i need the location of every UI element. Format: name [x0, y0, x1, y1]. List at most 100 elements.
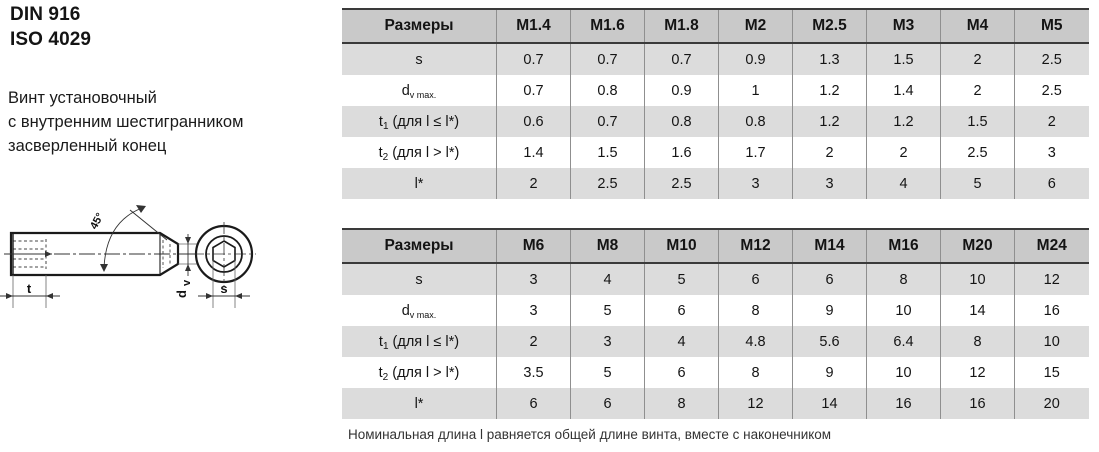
table-row: t2 (для l > l*) 1.4 1.5 1.6 1.7 2 2 2.5 … — [342, 137, 1089, 168]
dim-dv-sub-label: v — [181, 279, 193, 286]
column-header-m12: M12 — [718, 228, 793, 264]
column-header-m2.5: M2.5 — [792, 8, 867, 44]
table-large-sizes-wrapper: Размеры M6 M8 M10 M12 M14 M16 M20 M24 s … — [342, 228, 1089, 419]
drawing-svg: 45° t d v — [0, 205, 256, 308]
row-label-dv-max: dv max. — [342, 75, 497, 106]
cell: 1.6 — [644, 137, 719, 168]
table-row: l* 2 2.5 2.5 3 3 4 5 6 — [342, 168, 1089, 199]
row-label-condition: (для l > l*) — [388, 364, 460, 381]
cell: 2.5 — [940, 137, 1015, 168]
cell: 0.9 — [644, 75, 719, 106]
table-row: t1 (для l ≤ l*) 2 3 4 4.8 5.6 6.4 8 10 — [342, 326, 1089, 357]
product-description-line-2: с внутренним шестигранником — [8, 113, 244, 131]
dim-dv-arrow-top — [185, 237, 191, 244]
cell: 0.8 — [644, 106, 719, 137]
cell: 6 — [644, 295, 719, 326]
cell: 6 — [718, 263, 793, 295]
table-small-sizes-wrapper: Размеры M1.4 M1.6 M1.8 M2 M2.5 M3 M4 M5 … — [342, 8, 1089, 199]
table-row: dv max. 3 5 6 8 9 10 14 16 — [342, 295, 1089, 326]
cell: 6.4 — [866, 326, 941, 357]
dim-s-arrow-right — [235, 293, 242, 299]
cell: 14 — [792, 388, 867, 419]
screw-end-view — [192, 222, 256, 286]
column-header-dimensions: Размеры — [342, 8, 497, 44]
screw-side-view — [4, 231, 200, 277]
row-label-t2: t2 (для l > l*) — [342, 137, 497, 168]
cell: 0.7 — [570, 106, 645, 137]
cell: 6 — [792, 263, 867, 295]
cell: 3 — [496, 295, 571, 326]
table-header-row: Размеры M1.4 M1.6 M1.8 M2 M2.5 M3 M4 M5 — [342, 8, 1089, 44]
column-header-m1.6: M1.6 — [570, 8, 645, 44]
cell: 8 — [940, 326, 1015, 357]
cell: 0.9 — [718, 43, 793, 75]
cell: 8 — [718, 295, 793, 326]
row-label-t2: t2 (для l > l*) — [342, 357, 497, 388]
dim-dv-arrow-bottom — [185, 264, 191, 271]
row-label-t1: t1 (для l ≤ l*) — [342, 326, 497, 357]
cell: 6 — [1014, 168, 1089, 199]
angle-45-label: 45° — [88, 211, 106, 231]
row-label-l-star: l* — [342, 168, 497, 199]
row-label-condition: (для l > l*) — [388, 144, 460, 161]
standard-din-title: DIN 916 — [10, 4, 81, 25]
cell: 1.2 — [792, 106, 867, 137]
cell: 4 — [644, 326, 719, 357]
row-label-t1: t1 (для l ≤ l*) — [342, 106, 497, 137]
row-label-condition: (для l ≤ l*) — [388, 333, 460, 350]
table-row: l* 6 6 8 12 14 16 16 20 — [342, 388, 1089, 419]
row-label-text: t — [378, 333, 383, 350]
cell: 0.8 — [570, 75, 645, 106]
dim-s-label: s — [220, 281, 227, 296]
cell: 10 — [1014, 326, 1089, 357]
column-header-dimensions: Размеры — [342, 228, 497, 264]
cell: 4 — [866, 168, 941, 199]
dim-t-arrow-right — [46, 293, 53, 299]
column-header-m3: M3 — [866, 8, 941, 44]
angle-leader-line — [129, 209, 168, 241]
cell: 3 — [496, 263, 571, 295]
cell: 12 — [718, 388, 793, 419]
table-row: s 3 4 5 6 6 8 10 12 — [342, 263, 1089, 295]
cell: 2 — [940, 43, 1015, 75]
cell: 1.3 — [792, 43, 867, 75]
cell: 2 — [866, 137, 941, 168]
set-screw-technical-drawing: 45° t d v — [0, 196, 340, 326]
cell: 12 — [940, 357, 1015, 388]
cell: 2.5 — [570, 168, 645, 199]
column-header-m10: M10 — [644, 228, 719, 264]
table-row: t1 (для l ≤ l*) 0.6 0.7 0.8 0.8 1.2 1.2 … — [342, 106, 1089, 137]
cell: 6 — [496, 388, 571, 419]
table-row: s 0.7 0.7 0.7 0.9 1.3 1.5 2 2.5 — [342, 43, 1089, 75]
column-header-m24: M24 — [1014, 228, 1089, 264]
cell: 1 — [718, 75, 793, 106]
cell: 2.5 — [644, 168, 719, 199]
column-header-m16: M16 — [866, 228, 941, 264]
cell: 2 — [1014, 106, 1089, 137]
row-label-s: s — [342, 43, 497, 75]
table-header-row: Размеры M6 M8 M10 M12 M14 M16 M20 M24 — [342, 228, 1089, 264]
cell: 3 — [718, 168, 793, 199]
standard-iso-title: ISO 4029 — [10, 29, 92, 50]
row-label-subscript: v max. — [409, 309, 437, 320]
cell: 1.5 — [940, 106, 1015, 137]
hex-socket-hidden-lines — [13, 239, 47, 269]
angle-arc — [103, 207, 143, 269]
cell: 2 — [496, 326, 571, 357]
cell: 4 — [570, 263, 645, 295]
column-header-m1.4: M1.4 — [496, 8, 571, 44]
angle-arc-arrow-lower — [100, 264, 108, 272]
table-row: dv max. 0.7 0.8 0.9 1 1.2 1.4 2 2.5 — [342, 75, 1089, 106]
cell: 2.5 — [1014, 43, 1089, 75]
cell: 9 — [792, 357, 867, 388]
dim-dv-label: d — [174, 290, 189, 298]
row-label-text: d — [401, 82, 410, 99]
product-description-line-1: Винт установочный — [8, 89, 157, 107]
cell: 16 — [1014, 295, 1089, 326]
cell: 1.5 — [570, 137, 645, 168]
dim-t-arrow-left — [6, 293, 13, 299]
dimension-s: s — [198, 260, 250, 308]
cell: 1.7 — [718, 137, 793, 168]
cell: 1.2 — [792, 75, 867, 106]
column-header-m14: M14 — [792, 228, 867, 264]
